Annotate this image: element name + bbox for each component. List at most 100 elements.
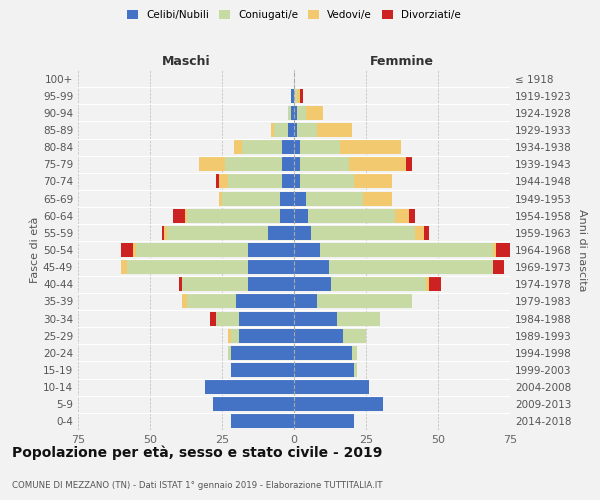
Bar (430, 278, 441, 291)
Bar (294, 208, 308, 222)
Bar (233, 140, 242, 154)
Y-axis label: Anni di nascita: Anni di nascita (577, 209, 587, 291)
Bar (182, 278, 248, 291)
Bar (331, 278, 427, 291)
Bar (283, 158, 294, 172)
Bar (294, 398, 383, 411)
Bar (127, 260, 248, 274)
Bar (294, 414, 355, 428)
Bar (352, 346, 358, 360)
Bar (230, 414, 294, 428)
Bar (211, 312, 216, 326)
Bar (136, 243, 248, 257)
Bar (308, 208, 395, 222)
Bar (349, 158, 406, 172)
Bar (320, 243, 493, 257)
Bar (340, 140, 401, 154)
Bar (294, 140, 300, 154)
Bar (248, 278, 294, 291)
Bar (230, 346, 294, 360)
Bar (363, 192, 392, 205)
Bar (228, 328, 230, 342)
Bar (343, 328, 366, 342)
Bar (248, 243, 294, 257)
Bar (297, 88, 300, 102)
Bar (294, 158, 300, 172)
Bar (228, 346, 230, 360)
Bar (294, 363, 355, 377)
Bar (214, 398, 294, 411)
Bar (493, 243, 496, 257)
Bar (133, 243, 136, 257)
Bar (228, 174, 283, 188)
Bar (305, 192, 363, 205)
Bar (317, 294, 412, 308)
Bar (216, 312, 239, 326)
Bar (230, 328, 239, 342)
Bar (239, 312, 294, 326)
Bar (242, 140, 283, 154)
Bar (219, 174, 228, 188)
Bar (317, 123, 352, 137)
Text: Femmine: Femmine (370, 56, 434, 68)
Bar (395, 208, 409, 222)
Bar (236, 294, 294, 308)
Bar (173, 208, 185, 222)
Y-axis label: Fasce di età: Fasce di età (30, 217, 40, 283)
Bar (199, 158, 225, 172)
Bar (424, 226, 430, 240)
Bar (427, 278, 430, 291)
Bar (329, 260, 493, 274)
Bar (121, 260, 127, 274)
Bar (230, 363, 294, 377)
Bar (297, 106, 305, 120)
Bar (294, 174, 300, 188)
Bar (283, 174, 294, 188)
Bar (294, 260, 329, 274)
Bar (294, 346, 352, 360)
Bar (185, 208, 187, 222)
Bar (225, 158, 283, 172)
Bar (493, 260, 504, 274)
Bar (294, 106, 297, 120)
Bar (294, 192, 305, 205)
Bar (222, 192, 280, 205)
Bar (294, 312, 337, 326)
Bar (219, 192, 222, 205)
Bar (297, 123, 317, 137)
Bar (121, 243, 133, 257)
Bar (409, 208, 415, 222)
Bar (355, 174, 392, 188)
Bar (294, 243, 320, 257)
Text: Popolazione per età, sesso e stato civile - 2019: Popolazione per età, sesso e stato civil… (12, 446, 382, 460)
Bar (182, 294, 187, 308)
Bar (300, 140, 340, 154)
Bar (291, 106, 294, 120)
Bar (205, 380, 294, 394)
Bar (291, 88, 294, 102)
Bar (294, 123, 297, 137)
Bar (283, 140, 294, 154)
Text: Maschi: Maschi (161, 56, 211, 68)
Bar (248, 260, 294, 274)
Bar (406, 158, 412, 172)
Bar (274, 123, 288, 137)
Bar (164, 226, 167, 240)
Bar (355, 363, 358, 377)
Bar (280, 208, 294, 222)
Bar (311, 226, 415, 240)
Bar (288, 123, 294, 137)
Bar (187, 208, 280, 222)
Bar (294, 278, 331, 291)
Bar (280, 192, 294, 205)
Bar (294, 226, 311, 240)
Bar (179, 278, 182, 291)
Bar (187, 294, 236, 308)
Bar (496, 243, 510, 257)
Bar (300, 174, 355, 188)
Bar (288, 106, 291, 120)
Bar (294, 328, 343, 342)
Bar (300, 88, 302, 102)
Bar (161, 226, 164, 240)
Bar (337, 312, 380, 326)
